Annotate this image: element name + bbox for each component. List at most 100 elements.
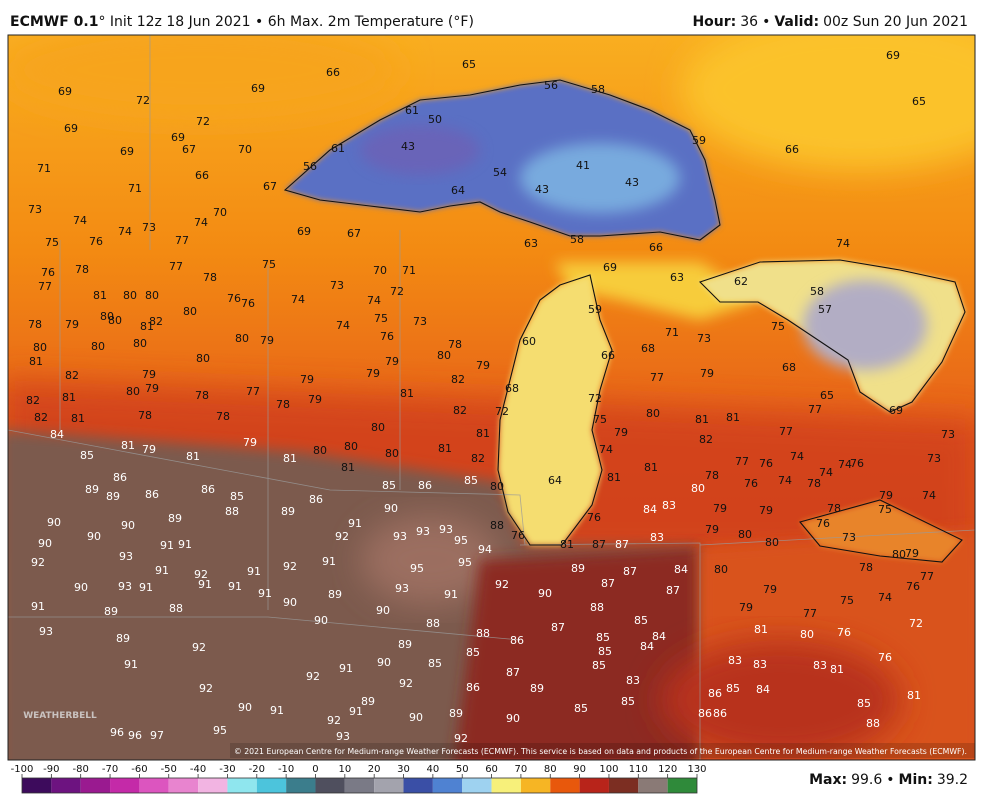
temperature-label: 81 (695, 413, 709, 426)
temperature-label: 92 (194, 568, 208, 581)
valid: 00z Sun 20 Jun 2021 (823, 14, 968, 30)
colorbar-tick-label: -100 (11, 764, 34, 775)
temperature-label: 85 (428, 657, 442, 670)
temperature-label: 87 (666, 584, 680, 597)
temperature-label: 76 (227, 292, 241, 305)
temperature-label: 87 (601, 577, 615, 590)
temperature-label: 43 (535, 183, 549, 196)
temperature-label: 74 (819, 466, 833, 479)
colorbar: -100 -90 -80 -70 -60 -50 -40 -30 -20 -10 0 10 20 30 40… (11, 764, 707, 794)
temperature-label: 75 (262, 258, 276, 271)
colorbar-segment (344, 778, 375, 793)
temperature-label: 66 (649, 241, 663, 254)
temperature-label: 79 (879, 489, 893, 502)
temperature-label: 69 (120, 145, 134, 158)
temperature-label: 84 (643, 503, 657, 516)
temperature-label: 76 (511, 529, 525, 542)
temperature-label: 93 (439, 523, 453, 536)
temperature-label: 69 (64, 122, 78, 135)
temperature-label: 90 (87, 530, 101, 543)
temperature-label: 71 (37, 162, 51, 175)
temperature-label: 85 (598, 645, 612, 658)
colorbar-segment (51, 778, 81, 793)
temperature-label: 79 (905, 547, 919, 560)
temperature-label: 79 (243, 436, 257, 449)
temperature-label: 84 (674, 563, 688, 576)
temperature-label: 91 (178, 538, 192, 551)
temperature-label: 89 (168, 512, 182, 525)
colorbar-segment (80, 778, 111, 793)
temperature-label: 81 (476, 427, 490, 440)
temperature-label: 73 (413, 315, 427, 328)
temperature-label: 74 (790, 450, 804, 463)
temperature-label: 82 (453, 404, 467, 417)
temperature-label: 82 (149, 315, 163, 328)
temperature-label: 81 (726, 411, 740, 424)
colorbar-segment (286, 778, 316, 793)
temperature-label: 81 (140, 320, 154, 333)
temperature-label: 74 (878, 591, 892, 604)
temperature-label: 79 (700, 367, 714, 380)
temperature-label: 78 (195, 389, 209, 402)
temperature-label: 79 (145, 382, 159, 395)
colorbar-segment (462, 778, 492, 793)
temperature-label: 74 (838, 458, 852, 471)
model-name: ECMWF 0.1 (10, 14, 98, 30)
temperature-label: 84 (756, 683, 770, 696)
lake-michigan (498, 275, 612, 545)
temperature-label: 80 (33, 341, 47, 354)
temperature-label: 69 (603, 261, 617, 274)
colorbar-tick-label: 50 (456, 764, 469, 775)
temperature-label: 61 (331, 142, 345, 155)
temperature-label: 95 (213, 724, 227, 737)
temperature-label: 87 (623, 565, 637, 578)
logo: WEATHERBELL (23, 711, 97, 721)
temperature-label: 80 (123, 289, 137, 302)
temperature-label: 91 (322, 555, 336, 568)
colorbar-tick-label: -70 (102, 764, 118, 775)
temperature-label: 85 (382, 479, 396, 492)
temperature-label: 78 (203, 271, 217, 284)
temperature-label: 69 (889, 404, 903, 417)
temperature-label: 89 (104, 605, 118, 618)
temperature-label: 92 (306, 670, 320, 683)
temperature-label: 80 (738, 528, 752, 541)
temperature-label: 89 (106, 490, 120, 503)
temperature-label: 81 (830, 663, 844, 676)
colorbar-segment (139, 778, 169, 793)
temperature-label: 97 (150, 729, 164, 742)
temperature-label: 91 (348, 517, 362, 530)
temperature-label: 91 (270, 704, 284, 717)
temperature-label: 76 (241, 297, 255, 310)
temperature-label: 89 (398, 638, 412, 651)
temperature-label: 76 (587, 511, 601, 524)
colorbar-tick-label: 60 (485, 764, 498, 775)
temperature-label: 80 (646, 407, 660, 420)
temperature-label: 73 (28, 203, 42, 216)
temperature-label: 81 (400, 387, 414, 400)
temperature-label: 91 (258, 587, 272, 600)
lake-superior-core (520, 143, 680, 213)
temperature-label: 90 (314, 614, 328, 627)
temperature-label: 75 (878, 503, 892, 516)
temperature-label: 90 (74, 581, 88, 594)
temperature-label: 71 (128, 182, 142, 195)
temperature-label: 69 (297, 225, 311, 238)
temperature-label: 76 (89, 235, 103, 248)
temperature-label: 66 (195, 169, 209, 182)
hour-label: Hour: (692, 14, 736, 30)
temperature-label: 50 (428, 113, 442, 126)
colorbar-tick-label: 80 (544, 764, 557, 775)
colorbar-segment (579, 778, 609, 793)
temperature-label: 86 (713, 707, 727, 720)
temperature-label: 80 (385, 447, 399, 460)
temperature-label: 85 (592, 659, 606, 672)
temperature-label: 81 (438, 442, 452, 455)
temperature-label: 66 (326, 66, 340, 79)
field-southeast-hot (660, 640, 900, 760)
temperature-label: 81 (644, 461, 658, 474)
temperature-label: 85 (230, 490, 244, 503)
temperature-label: 77 (920, 570, 934, 583)
colorbar-tick-label: -10 (278, 764, 294, 775)
